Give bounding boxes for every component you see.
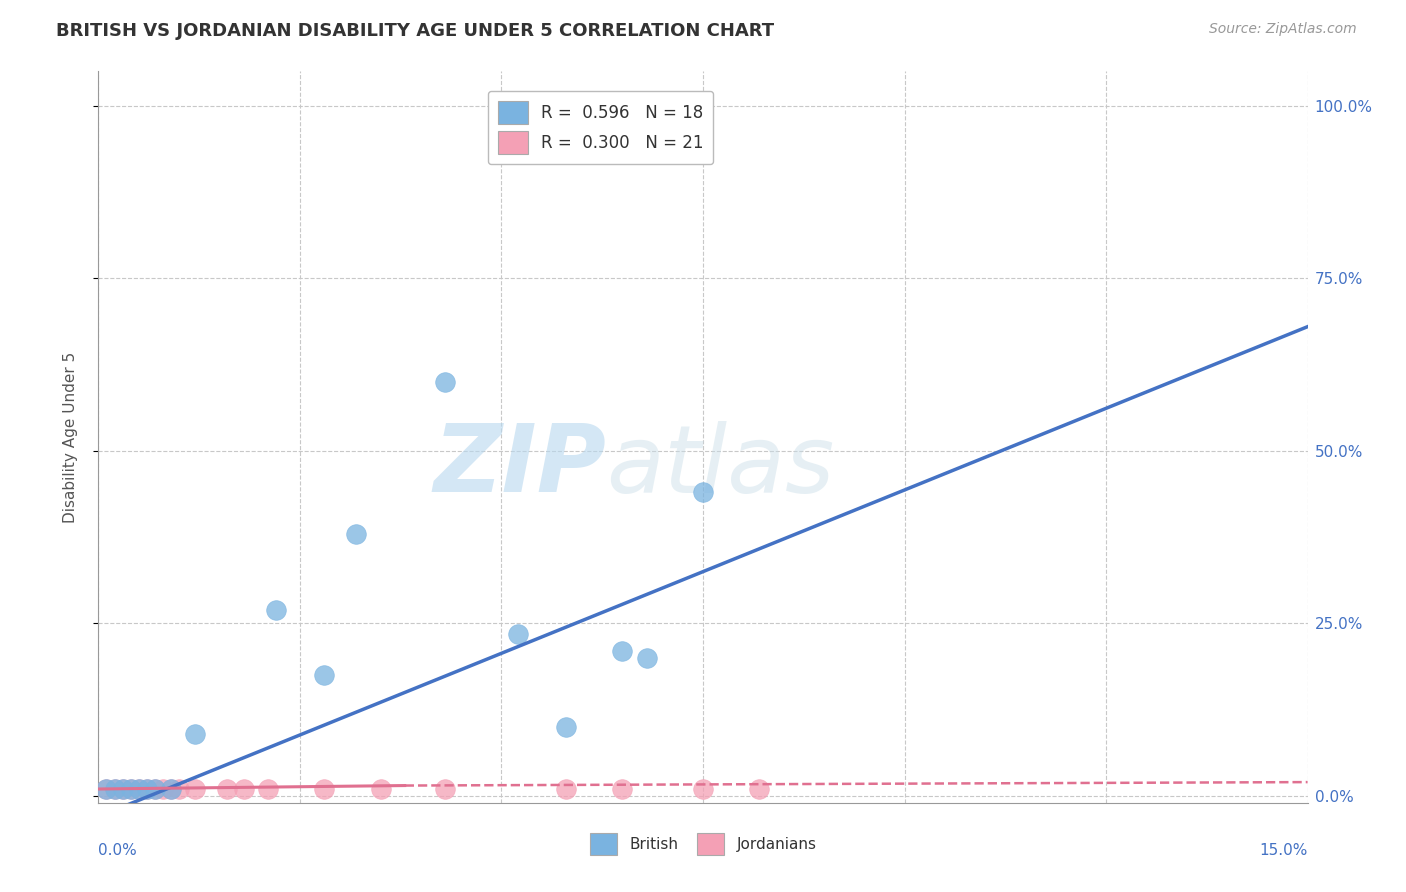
Point <box>128 782 150 797</box>
Text: ZIP: ZIP <box>433 420 606 512</box>
Point <box>143 782 166 797</box>
Point <box>111 782 134 797</box>
Point <box>636 651 658 665</box>
Point <box>135 782 157 797</box>
Text: 15.0%: 15.0% <box>1260 843 1308 858</box>
Point <box>184 727 207 741</box>
Point <box>135 782 157 797</box>
Point <box>120 782 142 797</box>
Point <box>692 485 714 500</box>
Point <box>217 782 239 797</box>
Point <box>167 782 190 797</box>
Point <box>612 782 634 797</box>
Point <box>370 782 392 797</box>
Point <box>143 782 166 797</box>
Point <box>120 782 142 797</box>
Text: 0.0%: 0.0% <box>98 843 138 858</box>
Point <box>160 782 183 797</box>
Point <box>555 782 578 797</box>
Text: BRITISH VS JORDANIAN DISABILITY AGE UNDER 5 CORRELATION CHART: BRITISH VS JORDANIAN DISABILITY AGE UNDE… <box>56 22 775 40</box>
Point <box>506 626 529 640</box>
Y-axis label: Disability Age Under 5: Disability Age Under 5 <box>63 351 77 523</box>
Point <box>96 782 118 797</box>
Point <box>103 782 125 797</box>
Point <box>111 782 134 797</box>
Point <box>232 782 254 797</box>
Point <box>314 782 336 797</box>
Point <box>160 782 183 797</box>
Point <box>555 720 578 734</box>
Text: atlas: atlas <box>606 421 835 512</box>
Point <box>96 782 118 797</box>
Point <box>434 782 457 797</box>
Point <box>314 668 336 682</box>
Legend: British, Jordanians: British, Jordanians <box>583 827 823 861</box>
Point <box>152 782 174 797</box>
Point <box>344 526 367 541</box>
Point <box>256 782 278 797</box>
Text: Source: ZipAtlas.com: Source: ZipAtlas.com <box>1209 22 1357 37</box>
Point <box>434 375 457 389</box>
Point <box>128 782 150 797</box>
Point <box>184 782 207 797</box>
Point <box>748 782 770 797</box>
Point <box>612 644 634 658</box>
Point <box>103 782 125 797</box>
Point <box>264 602 287 616</box>
Point <box>692 782 714 797</box>
